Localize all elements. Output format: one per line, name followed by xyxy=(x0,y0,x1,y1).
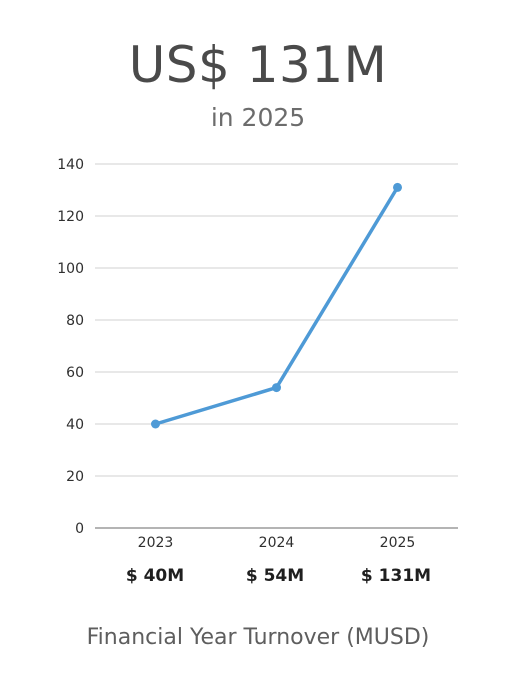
y-tick-label: 100 xyxy=(57,261,84,277)
y-tick-label: 60 xyxy=(66,365,84,381)
data-point xyxy=(272,383,281,393)
data-point xyxy=(393,182,402,192)
headline-year: in 2025 xyxy=(210,103,306,132)
y-tick-label: 80 xyxy=(66,313,84,329)
y-tick-label: 20 xyxy=(66,469,84,485)
y-tick-label: 140 xyxy=(57,157,84,173)
value-label-2023: $ 40M xyxy=(125,566,185,586)
x-tick-label: 2024 xyxy=(259,535,295,551)
x-tick-label: 2025 xyxy=(380,535,416,551)
value-label-2025: $ 131M xyxy=(360,566,432,586)
x-tick-label: 2023 xyxy=(138,535,174,551)
chart-caption: Financial Year Turnover (MUSD) xyxy=(86,625,430,650)
data-point xyxy=(151,419,160,429)
y-tick-label: 40 xyxy=(66,417,84,433)
headline-value: US$ 131M xyxy=(128,36,388,94)
value-label-2024: $ 54M xyxy=(245,566,305,586)
turnover-line-chart: 0 20 40 60 80 100 120 140 2023 2024 2025 xyxy=(57,157,458,551)
y-tick-label: 0 xyxy=(75,521,84,537)
y-tick-label: 120 xyxy=(57,209,84,225)
